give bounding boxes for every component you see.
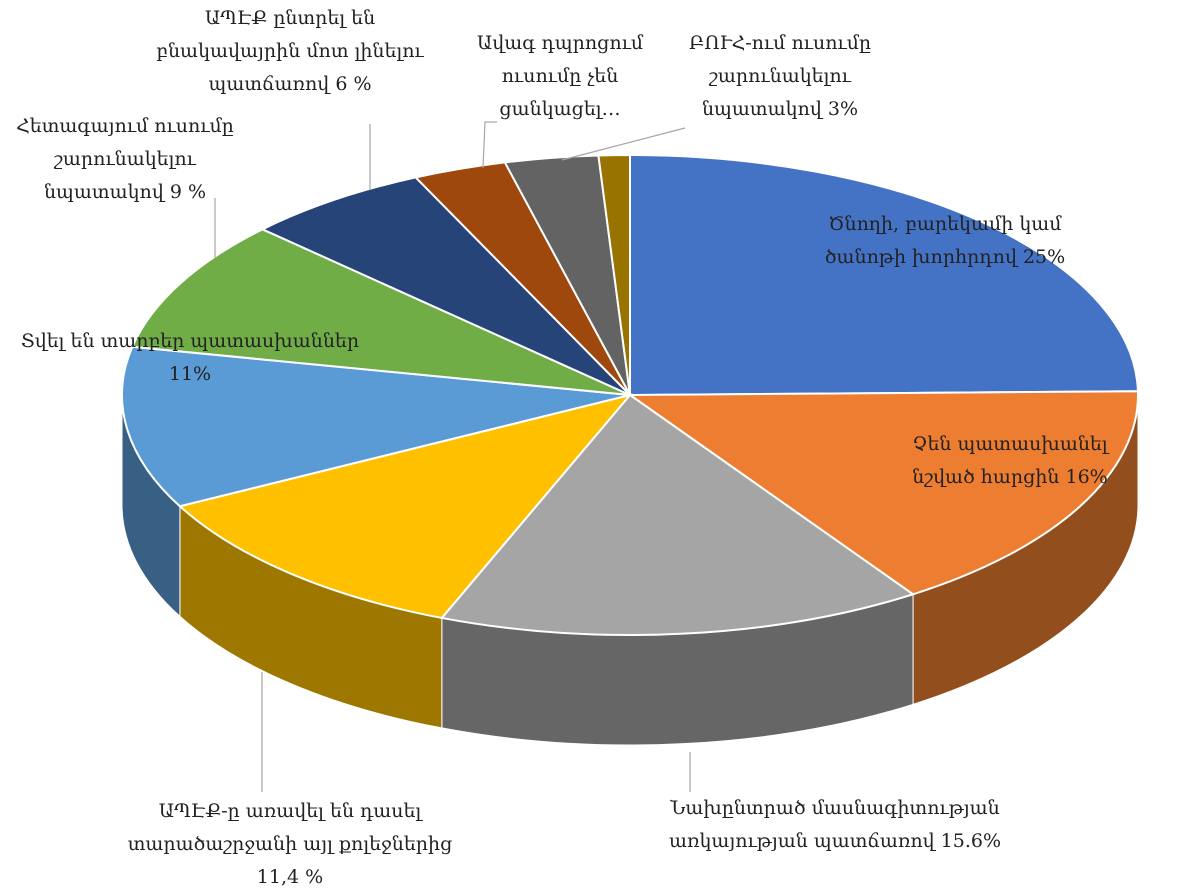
data-label-line: Չեն պատասխանել: [912, 433, 1110, 455]
slice: [597, 153, 631, 396]
data-label-line: ԱՊԷՔ ընտրել են: [205, 7, 375, 29]
data-label-line: ԱՊԷՔ-ը առավել են դասել: [159, 800, 424, 822]
data-label-line: բնակավայրին մոտ լինելու: [156, 40, 424, 62]
data-label-line: առկայության պատճառով 15.6%: [669, 830, 1001, 852]
slice: [177, 393, 633, 620]
data-label-line: պատճառով 6 %: [208, 73, 371, 95]
data-label-line: շարունակելու: [708, 65, 852, 87]
data-label-line: ցանկացել…: [499, 98, 620, 120]
data-label-line: նպատակով 9 %: [44, 181, 206, 203]
data-label: ԲՈՒՀ-ում ուսումը շարունակելու նպատակով 3%: [689, 32, 871, 120]
data-label: ԱՊԷՔ-ը առավել են դասել տարածաշրջանի այլ ք…: [128, 800, 453, 888]
data-label-line: Տվել են տարբեր պատասխաններ: [21, 330, 359, 352]
data-label: Տվել են տարբեր պատասխաններ 11%: [21, 330, 359, 385]
data-label-line: Հետագայում ուսումը: [16, 115, 234, 137]
slice: [121, 345, 631, 508]
slice: [260, 176, 631, 396]
data-label-line: 11%: [169, 363, 211, 385]
data-label: ԱՊԷՔ ընտրել են բնակավայրին մոտ լինելու պատ…: [156, 7, 424, 95]
data-label-line: ծանոթի խորհրդով 25%: [825, 246, 1065, 268]
data-label-line: ուսումը չեն: [502, 65, 619, 87]
slice: [130, 228, 631, 396]
data-label-line: շարունակելու: [53, 148, 197, 170]
leader-line: [482, 121, 497, 169]
data-label-line: Ծնողի, բարեկամի կամ: [828, 213, 1062, 235]
slice: [629, 153, 1139, 397]
data-label: Ավագ դպրոցում ուսումը չեն ցանկացել…: [477, 32, 644, 120]
data-label-line: Նախընտրած մասնագիտության: [669, 797, 999, 819]
data-label: Հետագայում ուսումը շարունակելու նպատակով 9…: [16, 115, 234, 203]
data-label-line: 11,4 %: [257, 866, 323, 888]
leader-line: [561, 127, 686, 161]
data-label-line: նպատակով 3%: [702, 98, 858, 120]
data-label: Չեն պատասխանել նշված հարցին 16%: [912, 433, 1110, 488]
data-label-line: ԲՈՒՀ-ում ուսումը: [689, 32, 871, 54]
data-label: Ծնողի, բարեկամի կամ ծանոթի խորհրդով 25%: [825, 213, 1065, 268]
data-label-line: տարածաշրջանի այլ քոլեջներից: [128, 833, 453, 855]
data-label-line: նշված հարցին 16%: [912, 466, 1108, 488]
slice: [626, 390, 1139, 596]
data-label: Նախընտրած մասնագիտության առկայության պատճ…: [669, 797, 1001, 852]
data-label-line: Ավագ դպրոցում: [477, 32, 644, 54]
slice: [439, 393, 916, 636]
